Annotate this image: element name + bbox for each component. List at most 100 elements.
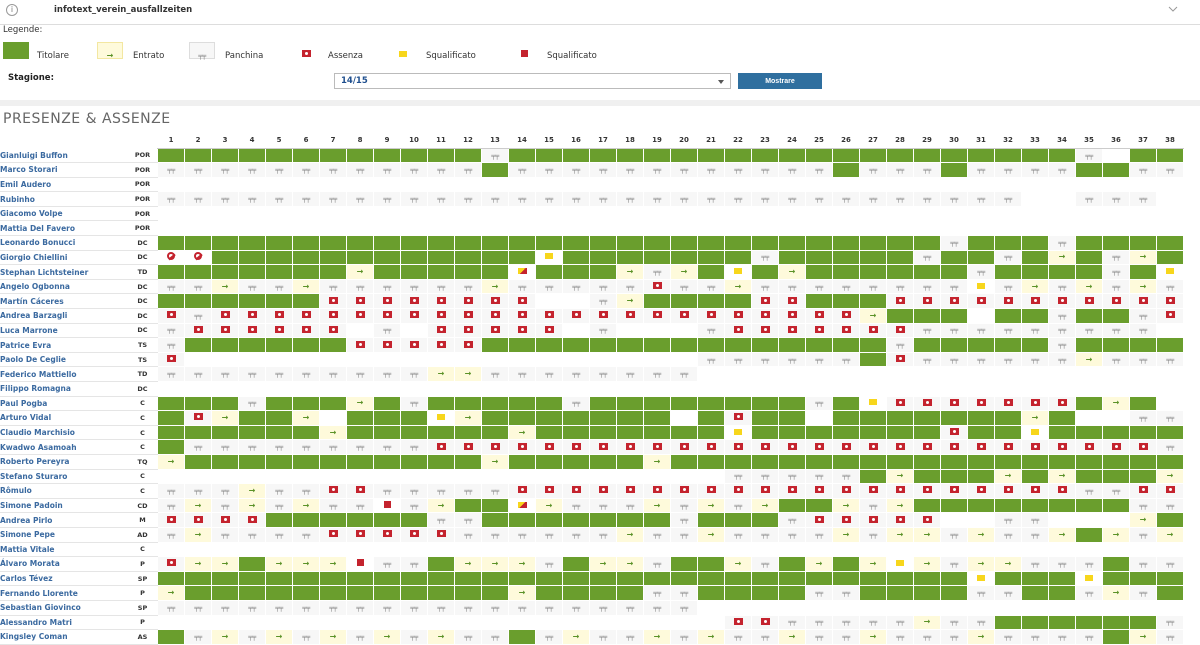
absence-icon [1084,442,1094,450]
player-name-link[interactable]: Alessandro Matri [0,617,73,627]
player-name-link[interactable]: Kwadwo Asamoah [0,442,77,452]
player-name-link[interactable]: Giacomo Volpe [0,209,63,219]
bench-icon: ╤╤ [302,195,310,204]
chevron-down-icon[interactable] [1168,4,1178,14]
player-name-link[interactable]: Simone Pepe [0,530,56,540]
player-name-link[interactable]: Rubinho [0,194,35,204]
match-status-cell [832,424,860,441]
absence-icon [436,442,446,450]
match-status-cell [211,293,239,310]
match-status-cell [697,395,725,412]
bench-icon: ╤╤ [761,165,769,174]
position-cell: DC [128,308,158,324]
match-status-cell: ╤╤ [400,629,428,645]
player-name-link[interactable]: Filippo Romagna [0,384,71,394]
player-name-link[interactable]: Claudio Marchisio [0,428,75,438]
player-name-link[interactable]: Patrice Evra [0,340,52,350]
player-name-link[interactable]: Mattia Vitale [0,544,55,554]
match-status-cell [238,264,266,280]
bench-icon: ╤╤ [923,195,931,204]
absence-icon [382,311,392,319]
player-name-link[interactable]: Martín Cáceres [0,296,64,306]
match-status-cell [157,541,185,558]
player-name-link[interactable]: Carlos Tévez [0,574,53,584]
match-status-cell [211,264,239,280]
match-status-cell [1156,264,1184,280]
player-name-link[interactable]: Kingsley Coman [0,632,68,642]
player-name-link[interactable]: Paolo De Ceglie [0,355,66,365]
player-name-link[interactable]: Rômulo [0,486,32,496]
player-name-link[interactable]: Andrea Pirlo [0,515,53,525]
show-button[interactable]: Mostrare [738,73,822,89]
match-status-cell [400,424,428,441]
matchday-header: 34 [1048,131,1076,149]
subbed-in-icon: → [275,631,283,641]
match-status-cell: ╤╤ [319,162,347,178]
player-name-link[interactable]: Fernando Llorente [0,588,78,598]
match-status-cell [1129,570,1157,587]
match-status-cell [913,220,941,237]
player-name-link[interactable]: Simone Padoin [0,501,63,511]
player-name-link[interactable]: Gianluigi Buffon [0,150,68,160]
bench-icon: ╤╤ [383,326,391,335]
bench-icon: ╤╤ [707,165,715,174]
match-status-cell [265,468,293,485]
player-name-link[interactable]: Arturo Vidal [0,413,52,423]
match-status-cell: ╤╤ [1075,629,1103,645]
match-status-cell [1129,541,1157,558]
match-status-cell [670,483,698,499]
match-status-cell [697,453,725,470]
season-select[interactable]: 14/15 [334,73,731,89]
match-status-cell: → [157,585,185,601]
player-name-link[interactable]: Giorgio Chiellini [0,252,68,262]
match-status-cell: ╤╤ [1075,483,1103,499]
match-status-cell [1021,235,1049,251]
match-status-cell [508,293,536,310]
match-status-cell [238,512,266,528]
subbed-in-icon: → [869,631,877,641]
match-status-cell: → [967,526,995,543]
match-status-cell [1075,453,1103,470]
player-name-link[interactable]: Andrea Barzagli [0,311,68,321]
bench-icon: ╤╤ [410,370,418,379]
player-name-link[interactable]: Marco Storari [0,165,58,175]
player-name-link[interactable]: Mattia Del Favero [0,223,76,233]
match-status-cell: ╤╤ [265,366,293,382]
bench-icon: ╤╤ [275,195,283,204]
match-status-cell [1048,614,1076,631]
subbed-in-icon: → [1139,281,1147,291]
player-name-link[interactable]: Luca Marrone [0,325,58,335]
match-status-cell [454,570,482,587]
info-icon[interactable]: i [6,4,18,16]
match-status-cell [886,381,914,397]
match-status-cell [670,556,698,572]
player-name-link[interactable]: Roberto Pereyra [0,457,70,467]
match-status-cell: → [1048,526,1076,543]
match-status-cell [697,556,725,572]
match-status-cell: ╤╤ [940,235,968,251]
player-name-link[interactable]: Leonardo Bonucci [0,238,76,248]
match-status-cell: ╤╤ [805,395,833,412]
bench-icon: ╤╤ [356,632,364,641]
player-name-link[interactable]: Paul Pogba [0,398,48,408]
player-name-link[interactable]: Stephan Lichtsteiner [0,267,89,277]
bench-icon: ╤╤ [815,282,823,291]
match-status-cell: → [1075,278,1103,295]
match-status-cell: ╤╤ [400,191,428,207]
bench-icon: ╤╤ [1139,355,1147,364]
player-name-link[interactable]: Stefano Sturaro [0,471,68,481]
player-name-link[interactable]: Angelo Ogbonna [0,282,70,292]
match-status-cell [751,512,779,528]
player-name-link[interactable]: Emil Audero [0,179,52,189]
bench-icon: ╤╤ [329,501,337,510]
match-status-cell [832,395,860,412]
match-status-cell [778,205,806,222]
player-name-link[interactable]: Federico Mattiello [0,369,77,379]
match-status-cell [967,424,995,441]
match-status-cell [940,468,968,485]
match-status-cell: ╤╤ [346,497,374,514]
match-status-cell: ╤╤ [292,366,320,382]
match-status-cell [400,614,428,631]
player-name-link[interactable]: Sebastian Giovinco [0,603,81,613]
player-name-link[interactable]: Álvaro Morata [0,559,60,569]
